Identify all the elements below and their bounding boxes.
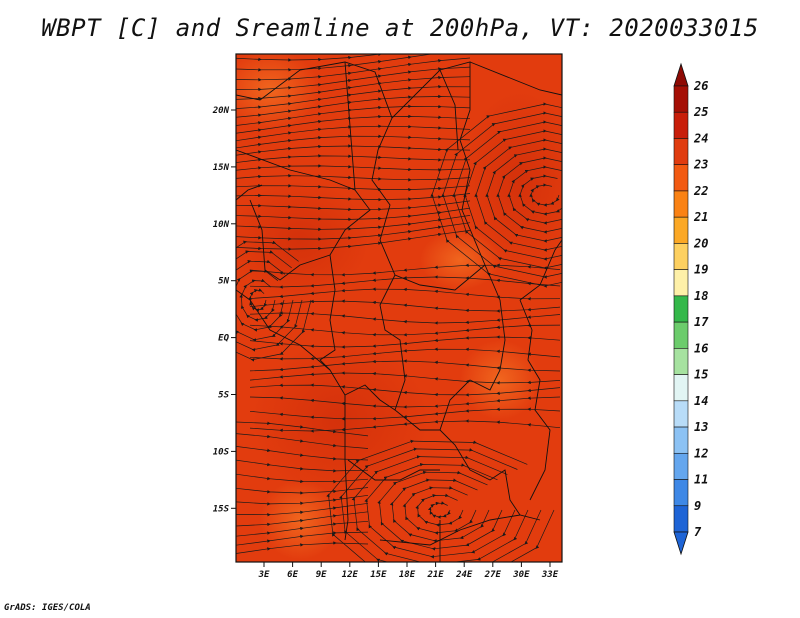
lat-tick-label: 10N: [213, 220, 230, 230]
grads-credit: GrADS: IGES/COLA: [4, 603, 91, 613]
colorbar-label: 18: [694, 289, 708, 303]
streamline: [249, 335, 561, 349]
lon-tick-label: 6E: [287, 570, 298, 580]
colorbar-label: 23: [693, 158, 708, 172]
lat-tick-label: 5S: [218, 391, 229, 401]
colorbar-segment: [673, 479, 689, 507]
colorbar-segment: [673, 348, 689, 375]
streamline: [236, 200, 471, 212]
streamline: [249, 396, 561, 409]
streamline: [249, 311, 561, 325]
colorbar-top-arrow: [673, 62, 689, 87]
colorbar-label: 17: [694, 315, 709, 329]
lon-tick-label: 18E: [399, 570, 416, 580]
streamline: [236, 164, 471, 172]
lon-tick-label: 21E: [426, 570, 444, 580]
streamline: [236, 154, 471, 163]
lon-tick-label: 12E: [342, 570, 359, 580]
streamline: [249, 407, 561, 421]
streamline: [249, 299, 561, 313]
map-frame: [235, 53, 563, 563]
colorbar-bottom-arrow: [673, 531, 689, 556]
colorbar-segment: [673, 269, 689, 297]
streamline: [249, 359, 561, 373]
colorbar-label: 9: [694, 499, 701, 513]
colorbar-label: 19: [694, 263, 708, 277]
lat-tick-label: 15N: [213, 163, 230, 173]
colorbar-segment: [673, 400, 689, 428]
streamlines: [236, 54, 562, 562]
country-borders: [236, 61, 562, 562]
colorbar-segment: [673, 111, 689, 139]
colorbar-segment: [673, 321, 689, 349]
colorbar-label: 16: [694, 341, 708, 355]
streamline: [249, 347, 561, 361]
streamline: [430, 102, 562, 288]
streamline: [236, 144, 471, 156]
colorbar-label: 20: [693, 236, 708, 250]
colorbar: 26 25 24 23 22 21 20 19 18 17 16 15 14 13 12 11 9 7: [673, 62, 709, 556]
longitude-axis: 3E 6E 9E 12E 15E 18E 21E 24E 27E 30E 33E: [258, 562, 559, 580]
lon-tick-label: 15E: [370, 570, 387, 580]
colorbar-label: 7: [694, 525, 702, 539]
streamline: [249, 323, 561, 337]
lon-tick-label: 27E: [484, 570, 502, 580]
latitude-axis: 20N 15N 10N 5N EQ 5S 10S 15S: [212, 106, 236, 514]
lon-tick-label: 33E: [541, 570, 559, 580]
map-title: WBPT [C] and Sreamline at 200hPa, VT: 20…: [41, 14, 759, 42]
streamline: [249, 371, 561, 385]
lat-tick-label: 15S: [213, 504, 230, 514]
colorbar-label: 14: [694, 394, 708, 408]
colorbar-segment: [673, 374, 689, 402]
colorbar-label: 15: [694, 368, 708, 382]
streamline: [236, 421, 369, 437]
colorbar-segment: [673, 295, 689, 323]
lon-tick-label: 30E: [512, 570, 530, 580]
colorbar-label: 26: [693, 79, 708, 93]
colorbar-label: 25: [693, 105, 708, 119]
colorbar-segment: [673, 138, 689, 166]
lat-tick-label: 5N: [218, 277, 229, 287]
colorbar-segment: [673, 426, 689, 454]
streamline: [249, 383, 561, 397]
colorbar-label: 12: [694, 446, 708, 460]
colorbar-label: 24: [693, 131, 708, 145]
streamline: [236, 173, 471, 182]
colorbar-segment: [673, 216, 689, 244]
lat-tick-label: 10S: [213, 447, 230, 457]
map-field: [236, 54, 562, 562]
streamline: [249, 263, 561, 277]
colorbar-segment: [673, 85, 689, 113]
colorbar-label: 13: [694, 420, 708, 434]
colorbar-label: 22: [693, 184, 708, 198]
colorbar-segment: [673, 452, 689, 480]
streamline: [249, 275, 561, 289]
streamline: [236, 193, 471, 202]
colorbar-label: 21: [693, 210, 708, 224]
lon-tick-label: 9E: [316, 570, 327, 580]
lon-tick-label: 24E: [455, 570, 473, 580]
colorbar-segment: [673, 164, 689, 192]
lon-tick-label: 3E: [258, 570, 270, 580]
colorbar-segment: [673, 505, 689, 533]
colorbar-label: 11: [694, 473, 708, 487]
streamline: [236, 134, 471, 149]
colorbar-segment: [673, 243, 689, 270]
colorbar-segment: [673, 190, 689, 218]
lat-tick-label: 20N: [212, 106, 230, 116]
streamline: [326, 439, 555, 562]
lat-tick-label: EQ: [218, 334, 229, 344]
streamline: [249, 287, 561, 301]
